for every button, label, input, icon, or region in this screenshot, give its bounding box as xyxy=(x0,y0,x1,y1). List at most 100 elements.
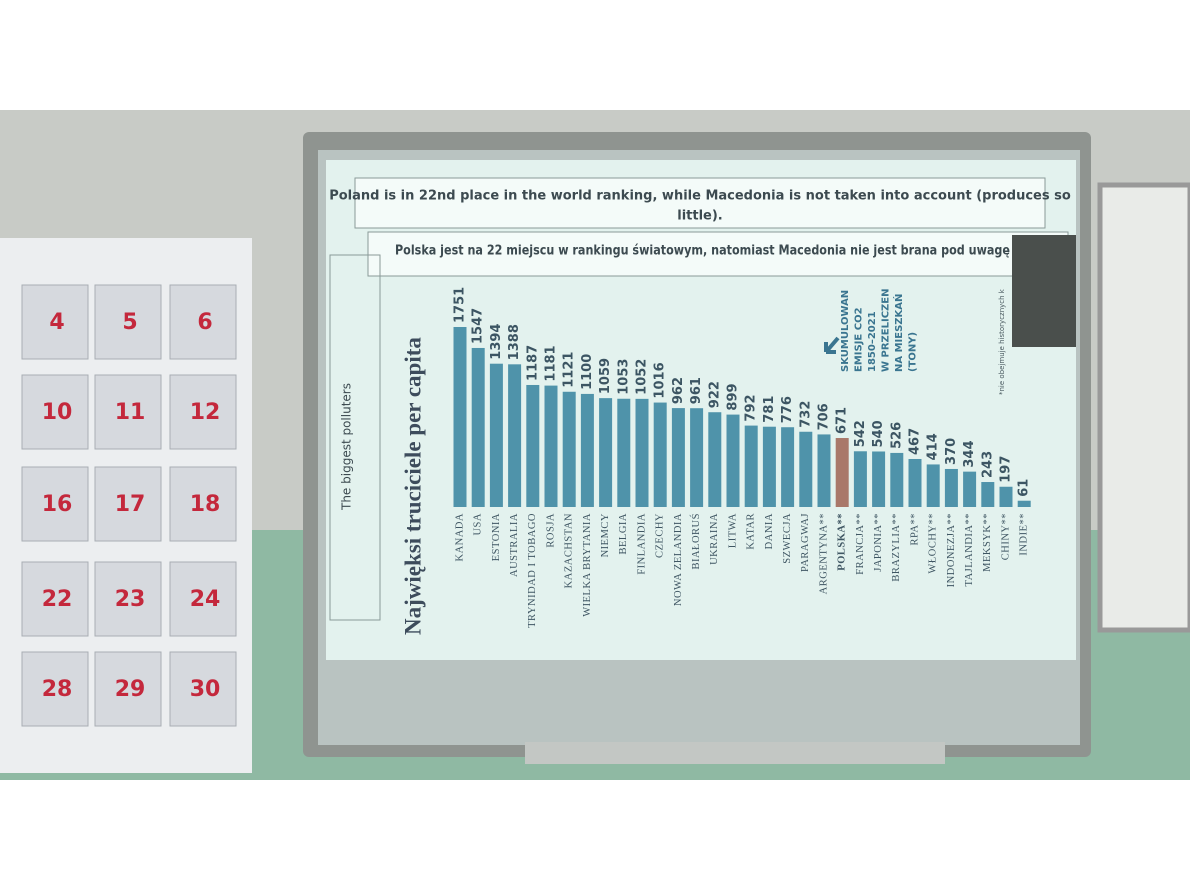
value-label: 1187 xyxy=(525,345,540,381)
bar xyxy=(981,482,995,507)
x-tick-label: SZWECJA xyxy=(782,513,793,564)
bar xyxy=(653,402,667,507)
bar xyxy=(1017,500,1031,507)
annotation-line: (TONY) xyxy=(908,332,919,372)
x-tick-label: DANIA xyxy=(764,513,775,549)
bar xyxy=(944,468,958,507)
bar xyxy=(799,431,813,507)
bar xyxy=(599,398,613,507)
x-tick-label: TRYNIDAD I TOBAGO xyxy=(527,513,538,628)
x-tick-label: ESTONIA xyxy=(491,513,502,561)
calendar-number: 11 xyxy=(115,400,146,425)
x-tick-label: ARGENTYNA** xyxy=(818,513,829,594)
annotation-line: W PRZELICZEN xyxy=(881,288,892,372)
tray xyxy=(525,742,945,764)
whiteboard xyxy=(1097,182,1190,633)
pocket xyxy=(169,651,237,727)
x-tick-label: WŁOCHY** xyxy=(928,513,939,574)
calendar-number: 10 xyxy=(42,400,73,425)
x-tick-label: JAPONIA** xyxy=(873,513,884,572)
bar xyxy=(817,434,831,507)
header-box-en xyxy=(354,177,1046,229)
bar xyxy=(562,391,576,507)
value-label: 414 xyxy=(926,433,941,460)
calendar-number: 6 xyxy=(197,310,212,335)
pocket xyxy=(94,466,162,542)
x-tick-label: INDONEZJA** xyxy=(946,513,957,587)
annotation-line: 1850–2021 xyxy=(867,311,878,372)
bar xyxy=(963,471,977,507)
value-label: 1121 xyxy=(562,352,577,388)
bar xyxy=(890,452,904,507)
bar xyxy=(762,426,776,507)
pocket xyxy=(21,651,89,727)
value-label: 922 xyxy=(707,381,722,408)
bar xyxy=(835,438,849,507)
pocket xyxy=(169,284,237,360)
header-en-line: little). xyxy=(677,209,723,224)
pocket xyxy=(169,466,237,542)
pocket xyxy=(21,284,89,360)
value-label: 1016 xyxy=(653,362,668,398)
bar xyxy=(872,451,886,507)
value-label: 526 xyxy=(889,422,904,449)
x-tick-label: INDIE** xyxy=(1019,513,1030,556)
value-label: 467 xyxy=(908,428,923,455)
value-label: 540 xyxy=(871,420,886,447)
calendar-number: 29 xyxy=(115,677,146,702)
value-label: 781 xyxy=(762,396,777,423)
x-tick-label: FINLANDIA xyxy=(636,513,647,575)
x-tick-label: RPA** xyxy=(909,513,920,545)
bar xyxy=(508,364,522,507)
value-label: 1059 xyxy=(598,358,613,394)
bar xyxy=(999,486,1013,507)
x-tick-label: WIELKA BRYTANIA xyxy=(582,513,593,617)
x-tick-label: NOWA ZELANDIA xyxy=(673,513,684,606)
value-label: 962 xyxy=(671,377,686,404)
pocket xyxy=(169,374,237,450)
calendar-number: 16 xyxy=(42,492,73,517)
value-label: 243 xyxy=(980,451,995,478)
header-pl: Polska jest na 22 miejscu w rankingu świ… xyxy=(395,244,1010,259)
value-label: 899 xyxy=(726,383,741,410)
x-tick-label: USA xyxy=(473,513,484,536)
bar xyxy=(908,458,922,507)
value-label: 1181 xyxy=(544,345,559,381)
x-tick-label: NIEMCY xyxy=(600,513,611,557)
bar xyxy=(781,427,795,507)
value-label: 61 xyxy=(1017,479,1032,497)
pocket xyxy=(94,561,162,637)
bar xyxy=(671,408,685,507)
bar xyxy=(853,451,867,507)
x-tick-label: CHINY** xyxy=(1000,513,1011,560)
value-label: 1053 xyxy=(616,359,631,395)
annotation-line: NA MIESZKAŃ xyxy=(892,294,905,372)
pocket xyxy=(169,561,237,637)
value-label: 344 xyxy=(962,440,977,467)
calendar-number: 17 xyxy=(115,492,146,517)
pocket xyxy=(94,374,162,450)
x-tick-label: AUSTRALIA xyxy=(509,513,520,577)
value-label: 732 xyxy=(798,401,813,428)
value-label: 1388 xyxy=(507,324,522,360)
chart-title: Najwięksi truciciele per capita xyxy=(400,337,425,635)
x-tick-label: ROSJA xyxy=(545,513,556,548)
x-tick-label: KANADA xyxy=(454,513,465,562)
arrow-icon xyxy=(824,336,840,354)
bar xyxy=(690,408,704,507)
x-tick-label: BIAŁORUŚ xyxy=(690,513,702,570)
header-en-line: Poland is in 22nd place in the world ran… xyxy=(329,189,1071,204)
annotation-line: SKUMULOWAN xyxy=(840,290,851,372)
calendar-number: 22 xyxy=(42,587,73,612)
x-tick-label: TAJLANDIA** xyxy=(964,513,975,586)
bar xyxy=(471,347,485,507)
calendar-number: 30 xyxy=(190,677,221,702)
bar xyxy=(726,414,740,507)
x-tick-label: PARAGWAJ xyxy=(800,513,811,572)
bar xyxy=(544,385,558,507)
calendar-number: 28 xyxy=(42,677,73,702)
x-tick-label: CZECHY xyxy=(655,513,666,558)
pocket xyxy=(94,284,162,360)
side-label: The biggest polluters xyxy=(340,383,354,511)
